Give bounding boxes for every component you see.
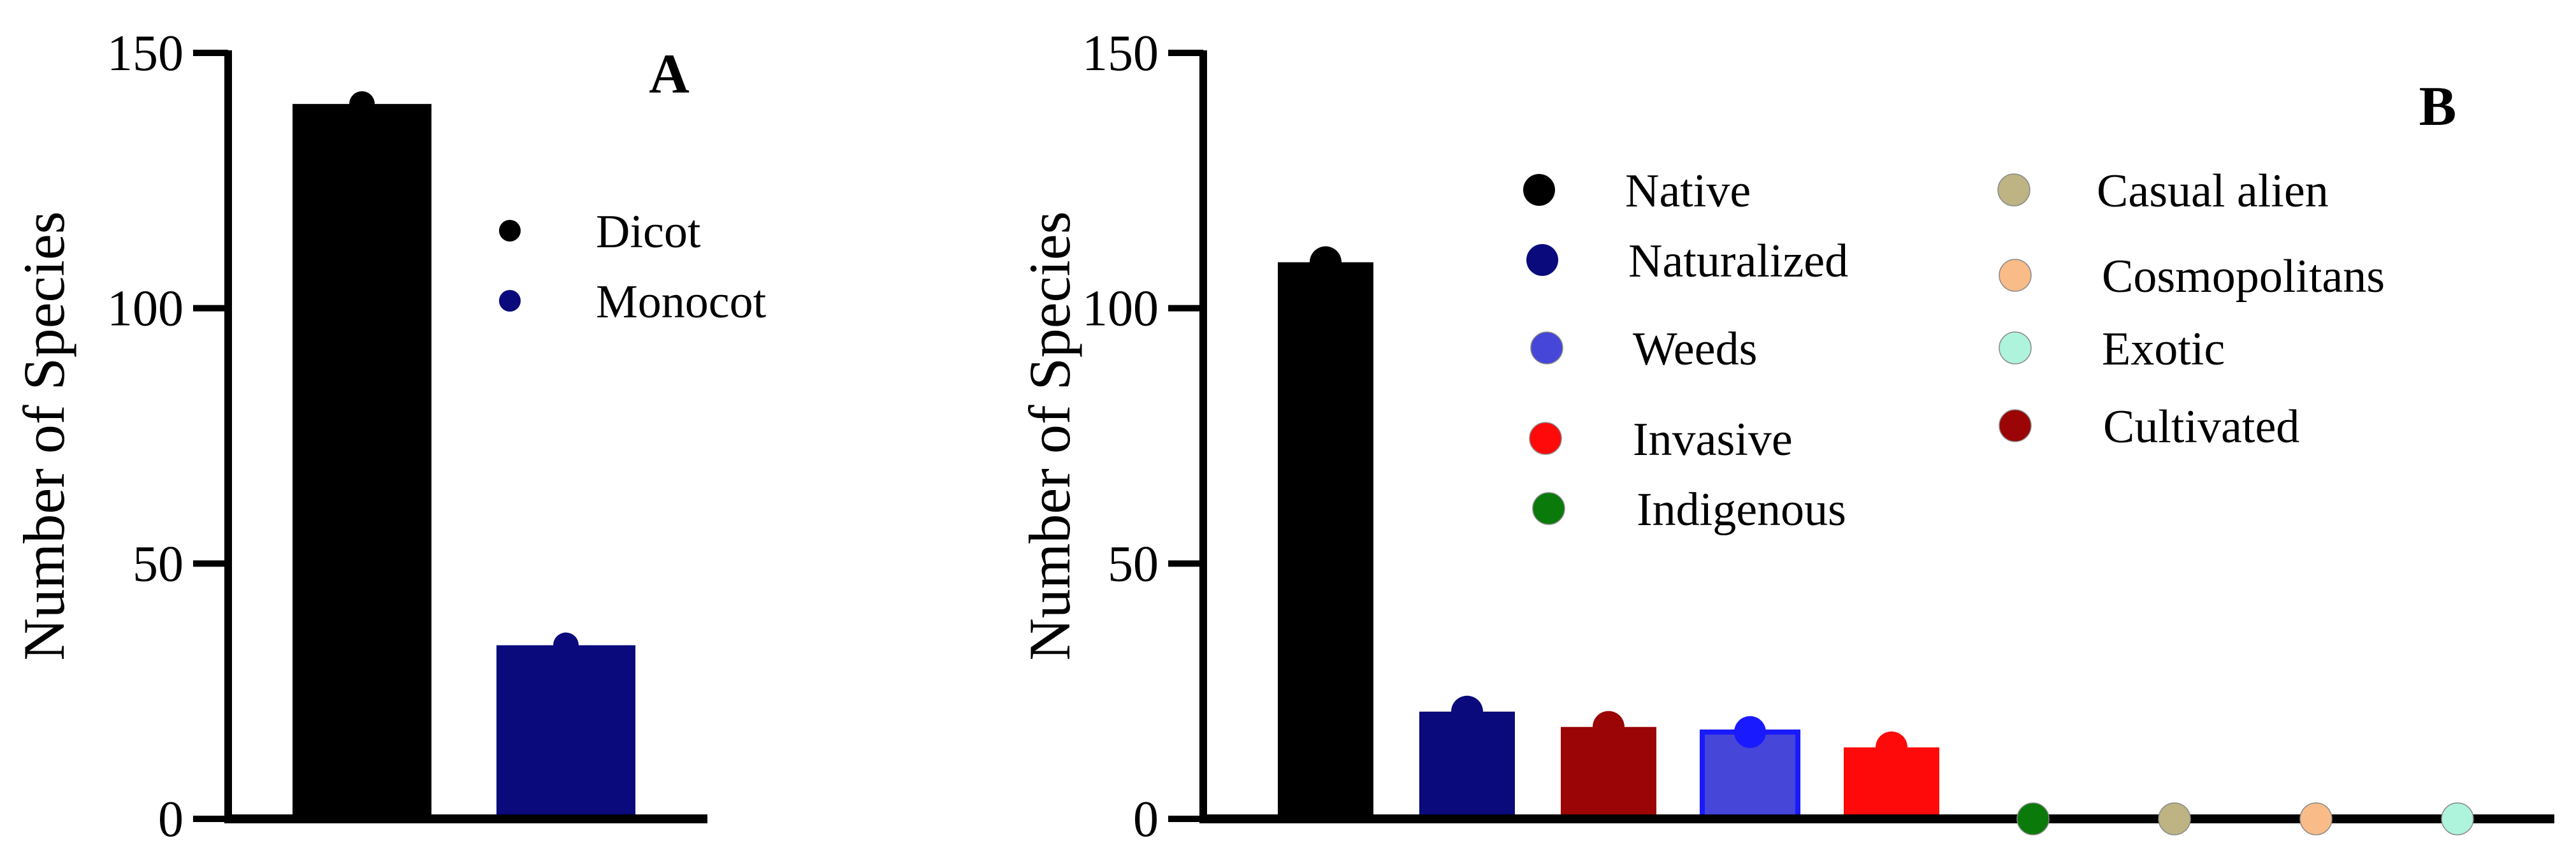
data-point-exotic xyxy=(2441,802,2474,835)
legend-label: Dicot xyxy=(596,206,701,258)
legend-marker-cultivated xyxy=(1999,409,2032,442)
legend-label: Weeds xyxy=(1633,323,1757,375)
legend: Dicot Monocot xyxy=(499,206,767,328)
legend-marker-indigenous xyxy=(1532,492,1565,525)
data-point-native xyxy=(1310,246,1342,278)
legend-label: Invasive xyxy=(1633,414,1793,466)
chart-panel-b: 0 50 100 150 Number of Species B Native Natural… xyxy=(1017,25,2554,848)
legend-marker-casual-alien xyxy=(1997,173,2030,206)
legend-label: Monocot xyxy=(596,276,767,328)
y-tick-label: 100 xyxy=(1082,281,1159,337)
legend-marker-monocot xyxy=(499,290,521,312)
y-tick-label: 50 xyxy=(133,536,184,592)
bar-naturalized xyxy=(1419,711,1515,819)
y-tick-label: 0 xyxy=(1133,791,1159,848)
legend: Native Naturalized Weeds Invasive Indigenous… xyxy=(1523,165,2385,536)
y-tick-label: 150 xyxy=(107,25,184,82)
data-point-casual-alien xyxy=(2158,802,2191,835)
data-point-naturalized xyxy=(1451,695,1483,728)
legend-label: Indigenous xyxy=(1637,484,1846,536)
legend-marker-dicot xyxy=(499,220,521,242)
bar-native xyxy=(1278,262,1373,820)
y-tick-label: 0 xyxy=(158,791,184,848)
legend-label: Cosmopolitans xyxy=(2102,250,2385,303)
legend-label: Naturalized xyxy=(1628,235,1848,287)
legend-marker-exotic xyxy=(1999,331,2032,365)
data-point-monocot xyxy=(553,632,579,658)
bar-monocot xyxy=(496,645,635,819)
y-tick-label: 50 xyxy=(1108,536,1159,592)
legend-label: Cultivated xyxy=(2103,401,2299,453)
data-point-invasive xyxy=(1876,731,1907,763)
y-tick-label: 150 xyxy=(1082,25,1159,82)
data-point-weeds xyxy=(1734,716,1766,748)
legend-label: Native xyxy=(1625,165,1751,217)
legend-marker-naturalized xyxy=(1526,244,1558,276)
legend-label: Exotic xyxy=(2102,323,2225,375)
panel-label: B xyxy=(2419,76,2457,138)
bar-dicot xyxy=(293,104,431,820)
legend-label: Casual alien xyxy=(2097,165,2329,217)
y-axis-title: Number of Species xyxy=(1017,211,1082,660)
data-point-dicot xyxy=(349,91,375,117)
data-point-indigenous xyxy=(2016,802,2050,835)
legend-marker-weeds xyxy=(1530,331,1563,365)
data-point-cultivated xyxy=(1593,711,1624,743)
panel-label: A xyxy=(649,43,690,105)
legend-marker-native xyxy=(1523,174,1555,206)
data-point-cosmopolitans xyxy=(2299,802,2333,835)
y-axis-title: Number of Species xyxy=(11,211,76,660)
legend-marker-cosmopolitans xyxy=(1999,259,2032,292)
y-tick-label: 100 xyxy=(107,281,184,337)
chart-panel-a: 0 50 100 150 Number of Species A Dicot Monocot xyxy=(11,25,767,848)
legend-marker-invasive xyxy=(1529,422,1562,455)
